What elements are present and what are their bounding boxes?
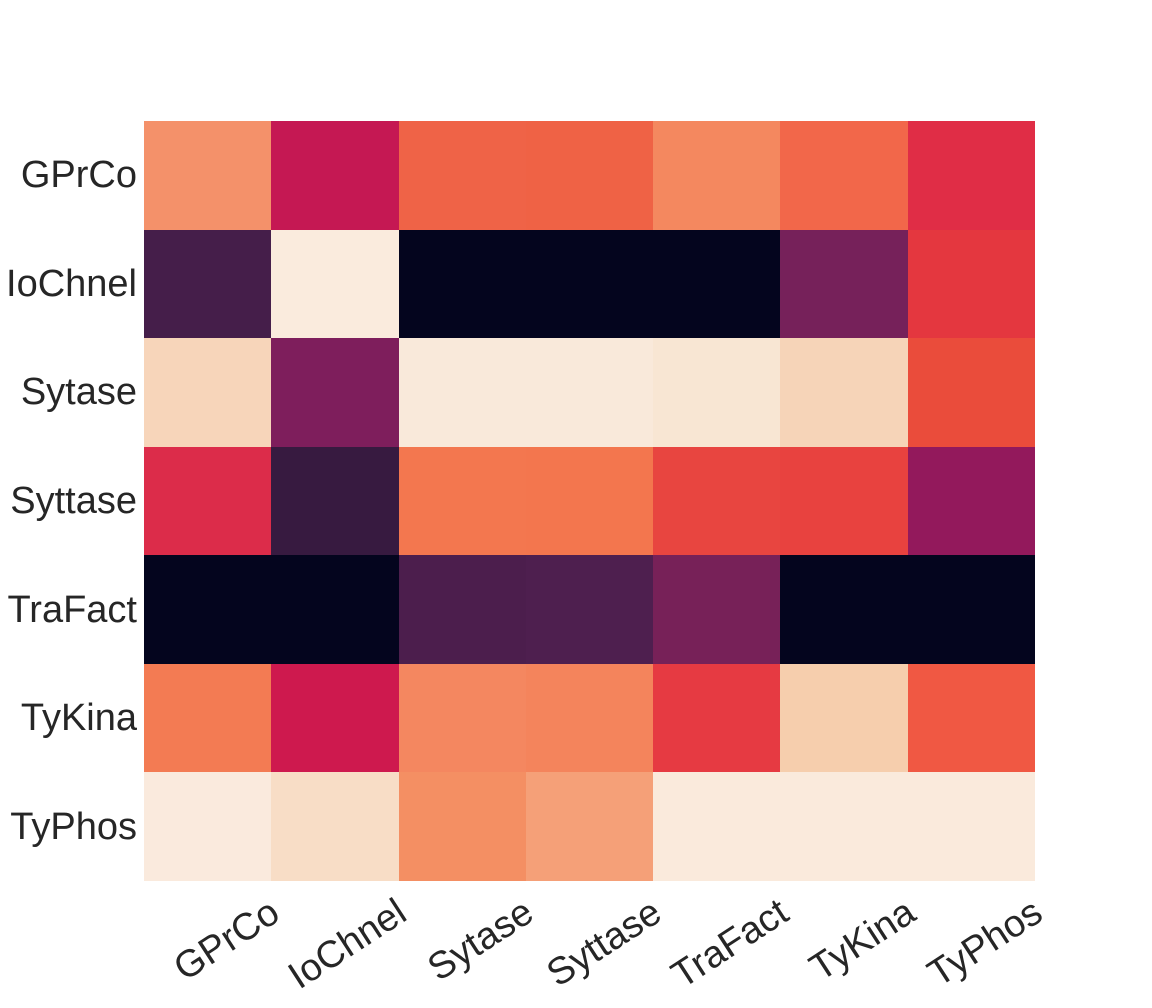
heatmap-cell xyxy=(653,555,781,664)
y-tick-label: Syttase xyxy=(10,480,137,522)
heatmap-cell xyxy=(271,663,399,773)
heatmap-cell xyxy=(398,338,526,447)
heatmap-cell xyxy=(144,446,272,556)
heatmap-cell xyxy=(144,229,272,339)
heatmap-cell xyxy=(271,772,399,881)
heatmap-cell xyxy=(653,772,781,881)
y-tick-label: IoChnel xyxy=(6,262,137,305)
heatmap-cell xyxy=(398,663,526,773)
heatmap-cell xyxy=(271,229,399,339)
heatmap-cell xyxy=(144,338,272,447)
heatmap-cell xyxy=(398,229,526,339)
y-tick-label: GPrCo xyxy=(20,154,137,197)
heatmap-cell xyxy=(144,772,272,881)
heatmap-cell xyxy=(525,446,654,556)
heatmap-cell xyxy=(271,555,399,664)
heatmap-cell xyxy=(144,121,272,230)
y-tick-label: TyPhos xyxy=(10,805,137,848)
heatmap-cell xyxy=(271,121,399,230)
heatmap-cell xyxy=(525,772,654,881)
heatmap-cell xyxy=(907,229,1035,339)
heatmap-cell xyxy=(653,121,781,230)
heatmap-cell xyxy=(780,446,908,556)
heatmap-cell xyxy=(780,663,908,773)
heatmap-cell xyxy=(525,338,654,447)
heatmap-cell xyxy=(907,555,1035,664)
heatmap-grid xyxy=(144,121,1035,881)
heatmap-cell xyxy=(525,555,654,664)
heatmap-cell xyxy=(144,555,272,664)
heatmap-cell xyxy=(398,772,526,881)
heatmap-cell xyxy=(780,555,908,664)
heatmap-cell xyxy=(907,663,1035,773)
heatmap-cell xyxy=(525,229,654,339)
heatmap-cell xyxy=(653,446,781,556)
heatmap-cell xyxy=(907,446,1035,556)
heatmap-cell xyxy=(525,663,654,773)
heatmap-cell xyxy=(780,338,908,447)
heatmap-cell xyxy=(780,772,908,881)
y-tick-label: TyKina xyxy=(20,697,137,740)
heatmap-cell xyxy=(525,121,654,230)
heatmap-cell xyxy=(653,663,781,773)
y-tick-label: Sytase xyxy=(20,371,137,414)
heatmap-cell xyxy=(653,229,781,339)
heatmap-cell xyxy=(780,229,908,339)
heatmap-cell xyxy=(271,338,399,447)
heatmap-cell xyxy=(907,772,1035,881)
heatmap-cell xyxy=(780,121,908,230)
heatmap-cell xyxy=(271,446,399,556)
heatmap-cell xyxy=(144,663,272,773)
y-tick-label: TraFact xyxy=(7,588,138,631)
heatmap-cell xyxy=(398,555,526,664)
heatmap-cell xyxy=(398,446,526,556)
heatmap-cell xyxy=(907,121,1035,230)
heatmap-cell xyxy=(398,121,526,230)
heatmap-cell xyxy=(653,338,781,447)
heatmap-cell xyxy=(907,338,1035,447)
